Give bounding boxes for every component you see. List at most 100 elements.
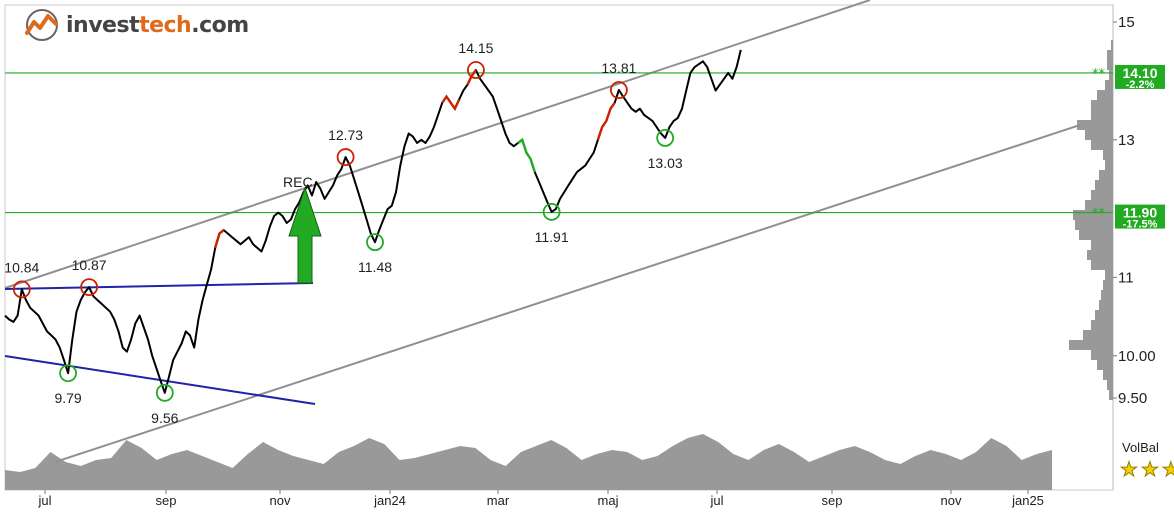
- price-segment-red: [214, 229, 225, 249]
- trend-line-upper: [4, 282, 314, 290]
- top-marker-circle: [12, 280, 31, 299]
- volume-profile-bar: [1105, 270, 1113, 280]
- y-tick-label: 11: [1118, 269, 1134, 286]
- volume-profile-bar: [1103, 370, 1113, 380]
- x-tick-label: sep: [156, 493, 177, 508]
- volume-profile-bar: [1107, 380, 1113, 390]
- rating-stars: ★ ★ ★: [1120, 459, 1174, 481]
- volume-profile-bar: [1077, 120, 1113, 130]
- volume-profile-bar: [1095, 180, 1113, 190]
- level-marker-icon: **: [1092, 207, 1106, 222]
- x-tick-label: jul: [709, 493, 723, 508]
- volume-profile-bar: [1107, 60, 1113, 70]
- price-label: 11.48: [358, 259, 392, 275]
- volume-indicator-label: VolBal: [1122, 440, 1159, 455]
- volume-profile-bar: [1097, 360, 1113, 370]
- bottom-marker-circle: [59, 364, 77, 383]
- y-tick-label: 15: [1118, 14, 1135, 31]
- bottom-marker-circle: [542, 202, 561, 221]
- price-label: 9.56: [151, 410, 178, 426]
- volume-profile-bar: [1109, 70, 1113, 80]
- buy-signal-arrow: [288, 186, 322, 284]
- volume-profile-bar: [1091, 260, 1113, 270]
- volume-profile-bar: [1111, 40, 1113, 50]
- volume-profile-bar: [1079, 230, 1113, 240]
- top-marker-circle: [80, 278, 98, 297]
- investtech-logo-icon: [25, 9, 58, 41]
- price-segment-green: [517, 137, 536, 173]
- volume-profile-bar: [1085, 200, 1113, 210]
- level-change: -2.2%: [1126, 79, 1155, 91]
- volume-profile-bar: [1091, 240, 1113, 250]
- logo-text-invest: invest: [66, 12, 140, 38]
- top-marker-circle: [467, 61, 485, 79]
- bottom-marker-circle: [366, 233, 384, 252]
- volume-profile-bar: [1075, 220, 1113, 230]
- volume-profile-bar: [1099, 300, 1113, 310]
- level-change: -17.5%: [1123, 219, 1158, 231]
- volume-profile-bar: [1103, 150, 1113, 160]
- bottom-marker-circle: [656, 129, 675, 147]
- x-tick-label: mar: [487, 493, 510, 508]
- rating-star-icon: ★: [1140, 459, 1159, 481]
- price-segment-red: [441, 94, 461, 112]
- level-value: 14.10: [1122, 65, 1157, 81]
- channel-upper-line: [4, 0, 871, 289]
- logo-text-tech: tech: [139, 12, 192, 38]
- top-marker-circle: [336, 148, 355, 166]
- x-tick-label: jan25: [1011, 493, 1044, 508]
- volume-profile-bar: [1083, 330, 1113, 340]
- volume-profile-bar: [1105, 80, 1113, 90]
- price-label: 10.87: [72, 257, 107, 273]
- level-badge-bg: [1115, 204, 1165, 229]
- price-segment-red: [596, 102, 616, 141]
- top-marker-circle: [610, 81, 628, 99]
- x-tick-label: maj: [598, 493, 619, 508]
- volume-profile-bar: [1091, 320, 1113, 330]
- volume-profile-bar: [1091, 190, 1113, 200]
- level-value: 11.90: [1123, 205, 1157, 221]
- y-tick-label: 10.00: [1118, 348, 1156, 365]
- volume-profile-bar: [1099, 170, 1113, 180]
- logo-text: investtech.com: [66, 13, 249, 38]
- price-label: 13.03: [648, 155, 683, 171]
- volume-profile-bar: [1069, 340, 1113, 350]
- volume-profile-bar: [1091, 350, 1113, 360]
- volume-balance-area: [5, 434, 1052, 490]
- volume-profile-bar: [1095, 310, 1113, 320]
- volume-profile-bar: [1105, 160, 1113, 170]
- volume-profile-bar: [1097, 90, 1113, 100]
- channel-lower-line: [54, 124, 1081, 463]
- volume-profile-bar: [1091, 110, 1113, 120]
- volume-profile-bar: [1073, 210, 1113, 220]
- volume-profile-bar: [1091, 100, 1113, 110]
- level-badge-bg: [1115, 64, 1165, 89]
- y-tick-label: 13: [1118, 132, 1135, 149]
- volume-profile-bar: [1085, 130, 1113, 140]
- price-label: 14.15: [458, 40, 493, 56]
- price-label: 13.81: [601, 60, 636, 76]
- volume-profile-bar: [1109, 390, 1113, 400]
- logo-text-domain: .com: [191, 12, 249, 38]
- price-line: [4, 49, 742, 394]
- price-label: 9.79: [54, 390, 81, 406]
- investtech-logo[interactable]: investtech.com: [22, 8, 249, 42]
- price-label: 10.84: [4, 259, 39, 275]
- x-tick-label: jul: [37, 493, 51, 508]
- signal-label: REC: [283, 174, 313, 190]
- rating-star-icon: ★: [1161, 459, 1174, 481]
- x-tick-label: sep: [822, 493, 843, 508]
- rating-star-icon: ★: [1120, 459, 1139, 481]
- volume-profile-bar: [1091, 140, 1113, 150]
- bottom-marker-circle: [155, 383, 174, 402]
- level-marker-icon: **: [1092, 67, 1106, 82]
- price-label: 12.73: [328, 127, 363, 143]
- price-label: 11.91: [535, 229, 569, 245]
- volume-profile-bar: [1087, 250, 1113, 260]
- x-tick-label: nov: [941, 493, 962, 508]
- x-tick-label: jan24: [373, 493, 406, 508]
- volume-profile-bar: [1103, 280, 1113, 290]
- volume-profile-bar: [1101, 290, 1113, 300]
- x-tick-label: nov: [270, 493, 291, 508]
